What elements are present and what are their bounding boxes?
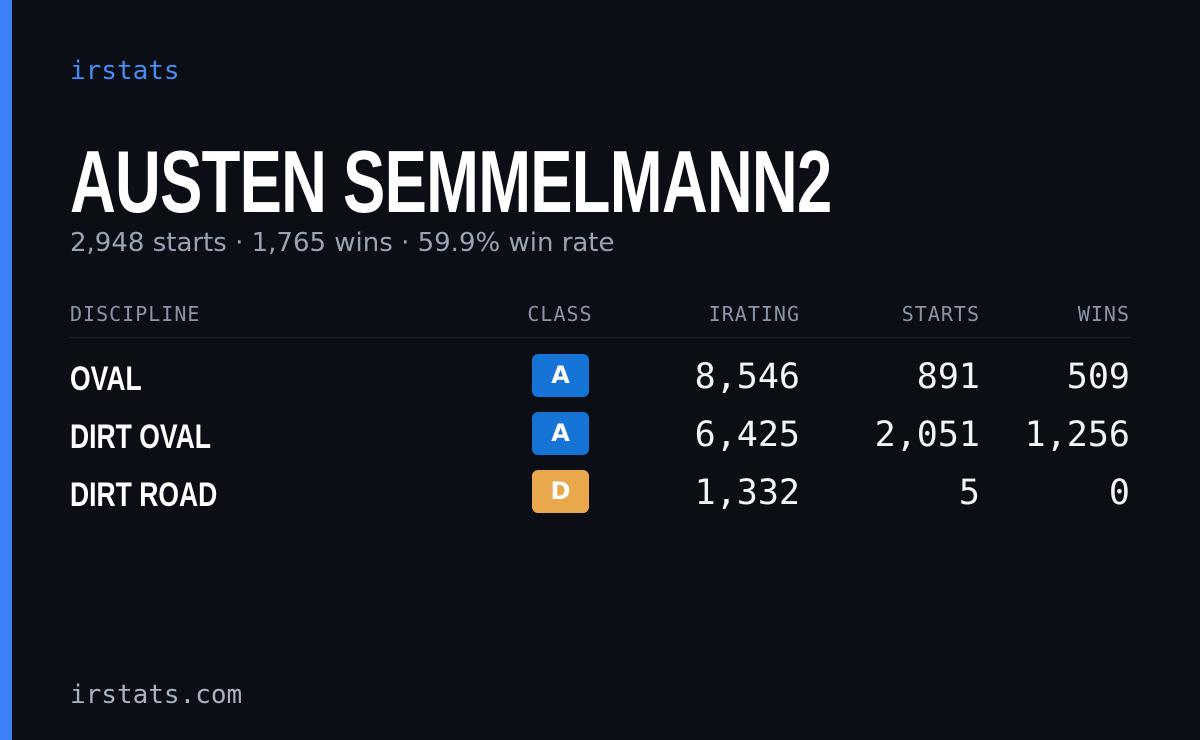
footer: irstats.com	[70, 680, 243, 710]
starts-value: 891	[916, 357, 980, 397]
discipline: OVAL	[70, 360, 142, 398]
starts-value: 2,051	[874, 415, 980, 455]
column-header: WINS	[1077, 302, 1130, 326]
class-badge: D	[532, 470, 589, 513]
column-header: IRATING	[708, 302, 800, 326]
column-header: DISCIPLINE	[70, 302, 201, 326]
wins-value: 1,256	[1024, 415, 1130, 455]
class-badge: A	[532, 354, 589, 397]
accent-stripe	[0, 0, 12, 740]
starts-value: 5	[958, 473, 980, 513]
irating-value: 1,332	[694, 473, 800, 513]
discipline: DIRT ROAD	[70, 476, 218, 514]
player-summary: 2,948 starts · 1,765 wins · 59.9% win ra…	[70, 228, 615, 258]
wins-value: 0	[1108, 473, 1130, 513]
wins-value: 509	[1066, 357, 1130, 397]
irating-value: 6,425	[694, 415, 800, 455]
column-header: CLASS	[527, 302, 593, 326]
class-badge: A	[532, 412, 589, 455]
column-header: STARTS	[901, 302, 980, 326]
brand: irstats	[70, 56, 180, 86]
header-rule	[70, 337, 1130, 338]
irating-value: 8,546	[694, 357, 800, 397]
discipline: DIRT OVAL	[70, 418, 211, 456]
player-name: AUSTEN SEMMELMANN2	[70, 132, 832, 231]
